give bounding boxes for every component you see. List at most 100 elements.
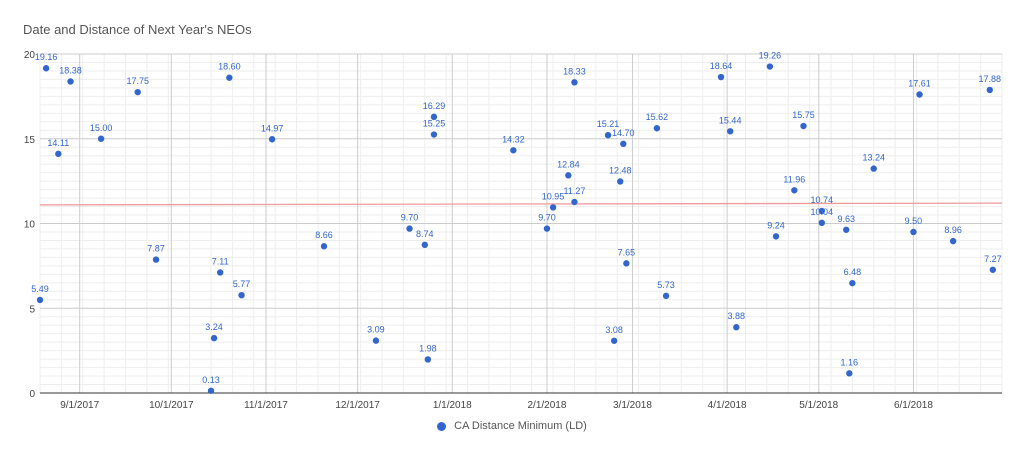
data-point (510, 147, 517, 154)
y-tick-label: 15 (24, 135, 36, 146)
x-tick-label: 6/1/2018 (894, 400, 933, 411)
data-point (846, 370, 853, 377)
data-point (620, 140, 627, 148)
major-gridlines (40, 53, 1002, 393)
x-tick-label: 11/1/2017 (244, 400, 288, 411)
data-label: 0.13 (202, 375, 220, 385)
data-point (207, 387, 215, 394)
data-label: 19.26 (759, 51, 782, 61)
data-point (97, 135, 105, 142)
data-label: 15.75 (792, 110, 815, 120)
data-point (320, 243, 328, 250)
data-label: 18.38 (59, 65, 82, 75)
data-label: 15.21 (597, 119, 620, 129)
data-label: 17.75 (126, 76, 149, 86)
data-point (152, 256, 160, 263)
data-point (421, 241, 428, 249)
data-point (617, 178, 624, 185)
data-label: 15.62 (646, 112, 669, 122)
data-label: 13.24 (862, 153, 885, 163)
data-label: 19.16 (35, 52, 58, 62)
data-point (565, 172, 572, 179)
data-point (430, 131, 438, 138)
y-tick-label: 10 (24, 220, 36, 231)
data-label: 10.95 (542, 191, 565, 201)
y-tick-label: 20 (24, 50, 36, 61)
data-point (870, 165, 877, 172)
data-label: 9.70 (401, 213, 419, 223)
data-point (238, 291, 245, 299)
data-label: 17.61 (908, 79, 931, 89)
data-point (910, 228, 917, 236)
data-label: 6.48 (844, 267, 862, 277)
data-point (623, 260, 630, 267)
data-point (268, 136, 276, 143)
data-point (36, 296, 44, 304)
x-tick-label: 2/1/2018 (527, 400, 566, 411)
data-label: 11.96 (783, 174, 805, 184)
data-point (849, 279, 856, 287)
chart-title: Date and Distance of Next Year's NEOs (23, 22, 252, 37)
x-tick-label: 4/1/2018 (708, 400, 747, 411)
data-point (772, 233, 780, 240)
data-point (216, 269, 224, 276)
data-label: 18.60 (218, 62, 241, 72)
data-point (989, 266, 997, 273)
data-point (766, 63, 774, 70)
data-point (55, 150, 62, 158)
data-point (916, 91, 923, 98)
data-point (843, 226, 850, 233)
x-tick-label: 5/1/2018 (799, 400, 838, 411)
data-point (662, 292, 670, 300)
data-label: 10.74 (811, 195, 834, 205)
data-point (406, 225, 413, 232)
data-label: 18.33 (563, 66, 586, 76)
data-labels: 5.49 19.16 14.11 18.38 15.00 17.75 7.87 0.13 3.2… (31, 51, 1001, 385)
data-point (800, 122, 807, 130)
data-point (134, 88, 141, 96)
legend-label: CA Distance Minimum (LD) (454, 420, 587, 433)
data-points (36, 63, 997, 394)
data-point (818, 219, 826, 227)
data-point (949, 237, 957, 245)
data-label: 14.11 (47, 138, 69, 148)
data-label: 8.74 (416, 229, 434, 239)
data-point (226, 74, 233, 81)
data-label: 1.98 (419, 343, 437, 353)
data-point (210, 334, 218, 342)
data-label: 7.87 (147, 244, 165, 254)
data-label: 9.50 (905, 216, 923, 226)
data-point (717, 73, 725, 81)
data-point (430, 113, 438, 121)
data-label: 18.64 (710, 61, 733, 71)
y-tick-label: 5 (29, 304, 35, 315)
minor-gridlines (39, 54, 1003, 393)
data-label: 17.88 (979, 74, 1002, 84)
data-label: 14.97 (261, 123, 284, 133)
data-label: 5.49 (31, 284, 49, 294)
data-point (571, 79, 578, 86)
data-point (818, 207, 826, 215)
data-point (610, 337, 618, 344)
data-label: 1.16 (841, 357, 859, 367)
data-point (543, 225, 551, 232)
data-point (571, 198, 578, 206)
data-label: 7.11 (212, 256, 229, 266)
data-point (549, 204, 557, 211)
data-label: 14.32 (502, 134, 525, 144)
data-point (791, 187, 798, 194)
data-point (986, 86, 993, 94)
data-point (67, 78, 74, 85)
axes: 0 5 10 15 20 9/1/2017 10/1/2017 11/1/2017 12/1/2… (24, 50, 1002, 411)
data-point (42, 65, 50, 72)
data-label: 8.66 (315, 230, 333, 240)
data-label: 7.65 (618, 247, 636, 257)
data-label: 3.09 (367, 325, 385, 335)
data-label: 3.08 (605, 325, 623, 335)
data-label: 11.27 (564, 186, 586, 196)
x-tick-label: 9/1/2017 (60, 400, 99, 411)
data-label: 12.48 (609, 165, 632, 175)
legend[interactable]: CA Distance Minimum (LD) (0, 420, 1024, 432)
